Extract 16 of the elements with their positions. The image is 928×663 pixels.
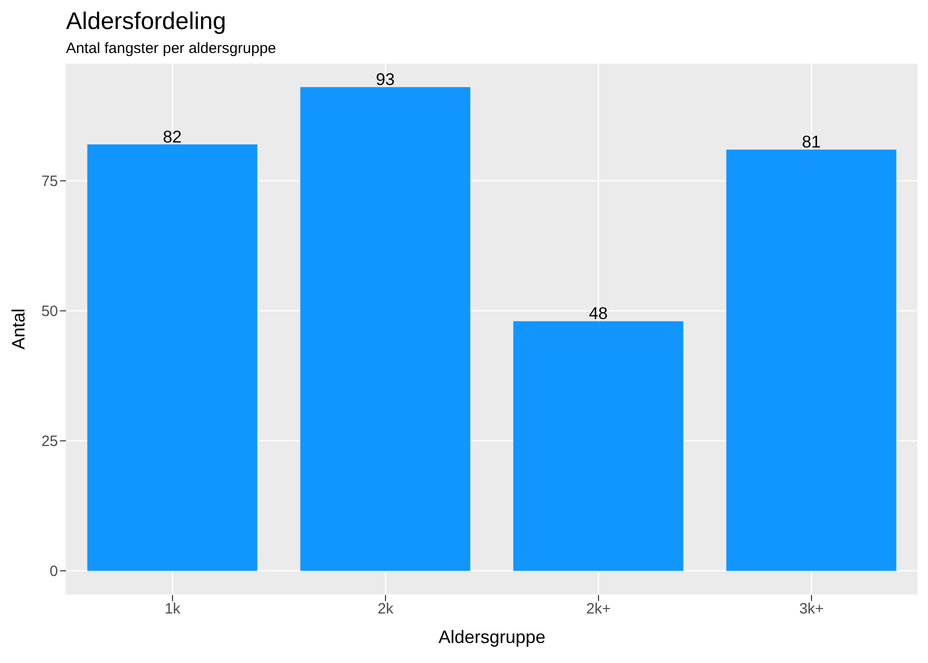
data-label: 93	[376, 70, 395, 90]
data-label: 82	[162, 127, 182, 146]
data-label: 81	[802, 132, 821, 152]
x-tick-label: 1k	[164, 600, 181, 618]
chart-subtitle: Antal fangster per aldersgruppe	[65, 40, 278, 57]
x-tick-label: 2k	[378, 600, 394, 618]
y-axis-title: Antal	[8, 308, 28, 350]
data-label: 48	[588, 304, 608, 324]
y-tick-label: 75	[41, 173, 58, 190]
y-tick-label: 0	[50, 563, 58, 580]
x-tick-label: 3k+	[799, 600, 824, 618]
x-axis-title: Aldersgruppe	[438, 627, 546, 647]
y-tick-label: 25	[41, 433, 58, 450]
x-tick-label: 2k+	[586, 600, 612, 618]
chart-title: Aldersfordeling	[65, 8, 228, 36]
y-tick-label: 50	[41, 303, 58, 320]
